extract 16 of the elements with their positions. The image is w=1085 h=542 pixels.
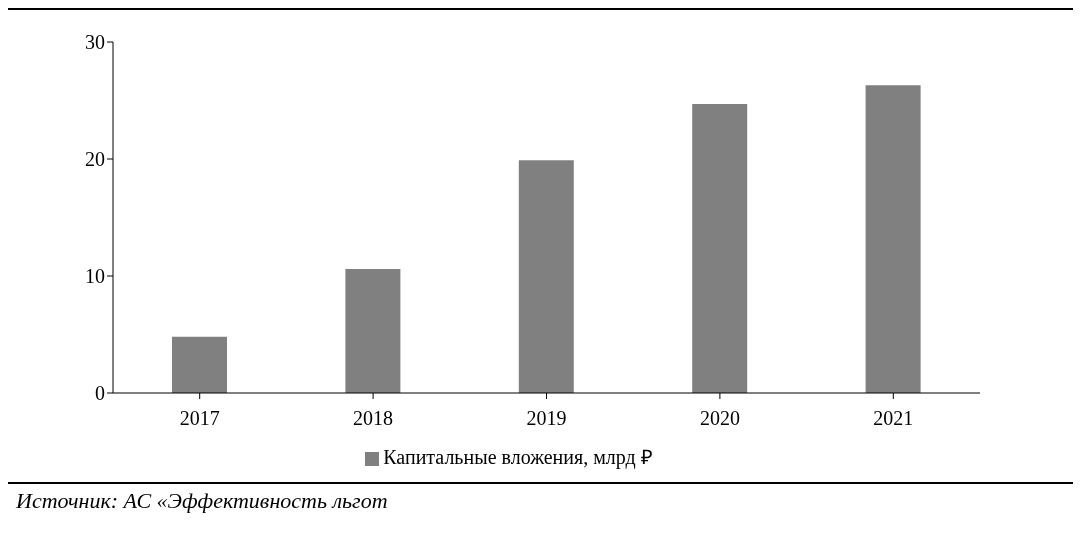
bar: [692, 104, 748, 393]
x-tick-label: 2021: [873, 407, 914, 430]
y-tick-label: 20: [85, 148, 105, 171]
bar: [518, 160, 574, 393]
x-tick-label: 2018: [353, 407, 394, 430]
bar: [172, 336, 227, 393]
y-tick-label: 0: [95, 382, 105, 405]
legend-label: Капитальные вложения, млрд ₽: [383, 446, 653, 468]
x-tick-label: 2020: [699, 407, 740, 430]
y-tick-label: 10: [85, 265, 105, 288]
y-tick-label: 30: [85, 31, 105, 54]
x-tick-label: 2019: [526, 407, 567, 430]
bar: [345, 268, 401, 393]
x-tick-label: 2017: [179, 407, 220, 430]
bar: [865, 85, 921, 393]
text: Источник: АС «Эффективность льгот: [16, 488, 389, 514]
